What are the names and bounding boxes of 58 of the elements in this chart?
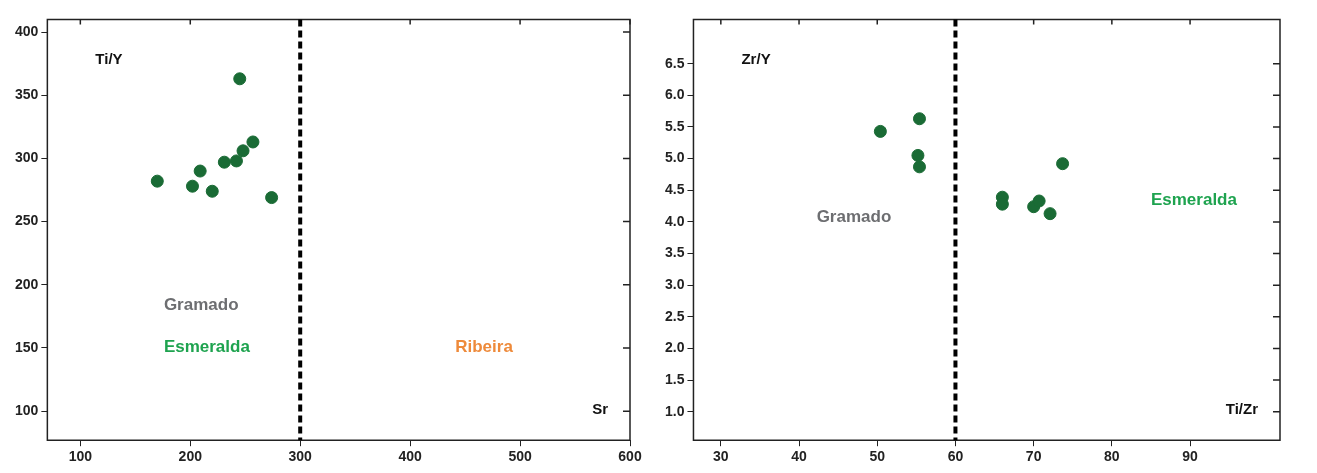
x-tick-label: 200: [178, 448, 203, 465]
point: [1032, 194, 1046, 208]
point: [217, 155, 231, 169]
y-tick-label: 1.5: [664, 370, 685, 387]
point: [233, 72, 247, 86]
y-tick-label: 2.0: [664, 339, 685, 356]
point: [911, 148, 925, 162]
x-tick-label: 500: [508, 448, 532, 465]
y-tick-label: 300: [15, 149, 39, 166]
point: [185, 179, 199, 193]
x-tick-label: 600: [618, 448, 642, 465]
x-tick-label: 40: [791, 448, 808, 465]
x-tick-label: 300: [288, 448, 313, 465]
point: [912, 160, 926, 174]
point: [150, 174, 164, 188]
y-tick-label: 3.0: [664, 276, 685, 293]
y-tick-label: 400: [15, 22, 39, 39]
y-axis-title: Zr/Y: [741, 49, 771, 67]
x-tick-label: 30: [713, 448, 729, 465]
y-tick-label: 2.5: [664, 307, 685, 324]
y-axis-title: Ti/Y: [95, 49, 123, 67]
y-tick-label: 6.5: [664, 54, 685, 71]
y-tick-label: 250: [15, 212, 39, 229]
y-tick-label: 350: [15, 86, 39, 103]
x-tick-label: 90: [1182, 448, 1199, 465]
point: [912, 112, 926, 126]
point: [1043, 207, 1057, 221]
point: [1056, 157, 1070, 171]
point: [205, 184, 219, 198]
annotation: Gramado: [163, 295, 239, 315]
point: [193, 164, 207, 178]
y-tick-label: 3.5: [664, 244, 685, 261]
y-tick-label: 4.0: [664, 212, 685, 229]
annotation: Gramado: [816, 206, 892, 226]
x-tick-label: 50: [869, 448, 886, 465]
annotation: Esmeralda: [163, 337, 251, 357]
y-tick-label: 150: [15, 338, 39, 355]
point: [873, 124, 887, 138]
y-tick-label: 5.0: [664, 149, 685, 166]
x-tick-label: 400: [398, 448, 423, 465]
x-axis-title: Sr: [592, 400, 609, 418]
y-tick-label: 1.0: [664, 402, 685, 419]
annotation: Esmeralda: [1150, 190, 1238, 210]
point: [246, 135, 260, 149]
y-tick-label: 100: [15, 402, 39, 418]
y-tick-label: 5.5: [664, 117, 685, 134]
annotation: Ribeira: [455, 337, 514, 357]
y-tick-label: 200: [15, 275, 39, 292]
point: [265, 191, 279, 205]
y-tick-label: 4.5: [664, 181, 685, 198]
y-tick-label: 6.0: [664, 86, 685, 103]
x-tick-label: 60: [947, 448, 964, 465]
point: [229, 154, 243, 168]
x-tick-label: 100: [68, 448, 93, 465]
point: [236, 144, 250, 158]
x-tick-label: 70: [1025, 448, 1042, 465]
x-tick-label: 80: [1104, 448, 1120, 465]
x-axis-title: Ti/Zr: [1225, 400, 1259, 418]
